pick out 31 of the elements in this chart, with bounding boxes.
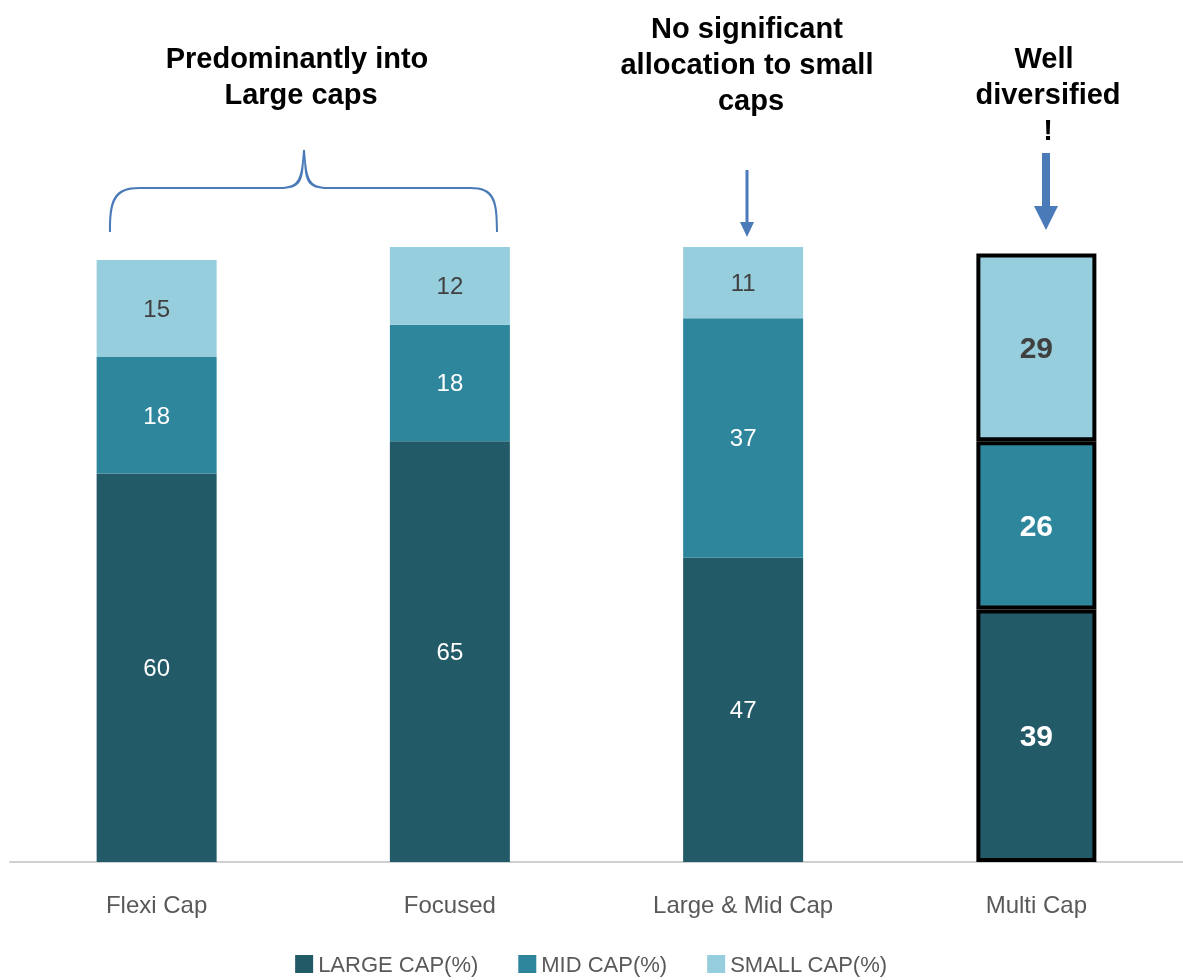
bar xyxy=(389,247,510,325)
data-label: 65 xyxy=(436,638,464,666)
data-label: 15 xyxy=(143,295,170,322)
bar xyxy=(389,441,510,862)
bar xyxy=(389,324,510,442)
data-label: 11 xyxy=(730,269,756,297)
text: Predominantly into Large caps xyxy=(165,42,437,110)
legend-label: LARGE CAP(%) xyxy=(318,951,479,977)
legend-label: MID CAP(%) xyxy=(541,951,668,977)
data-label: 60 xyxy=(143,654,170,682)
bar xyxy=(683,318,804,558)
bar xyxy=(683,247,804,319)
bar xyxy=(96,357,217,474)
data-label: 39 xyxy=(1019,719,1054,753)
data-label: 12 xyxy=(436,272,464,300)
data-label: 47 xyxy=(729,696,757,724)
bar xyxy=(96,473,217,862)
data-label: 18 xyxy=(436,369,464,397)
data-label: 26 xyxy=(1019,508,1054,542)
bar xyxy=(683,557,804,862)
text: Well diversified! xyxy=(975,42,1121,146)
x-tick-label: Large & Mid Cap xyxy=(653,890,834,918)
x-tick-label: Focused xyxy=(403,890,496,918)
x-tick-label: Flexi Cap xyxy=(105,890,208,918)
data-label: 37 xyxy=(729,424,757,452)
legend-label: SMALL CAP(%) xyxy=(730,951,888,977)
data-label: 29 xyxy=(1019,330,1054,364)
text: No significant allocation to small caps xyxy=(620,12,882,116)
x-tick-label: Multi Cap xyxy=(985,890,1088,918)
bar xyxy=(96,259,217,358)
data-label: 18 xyxy=(143,401,170,429)
